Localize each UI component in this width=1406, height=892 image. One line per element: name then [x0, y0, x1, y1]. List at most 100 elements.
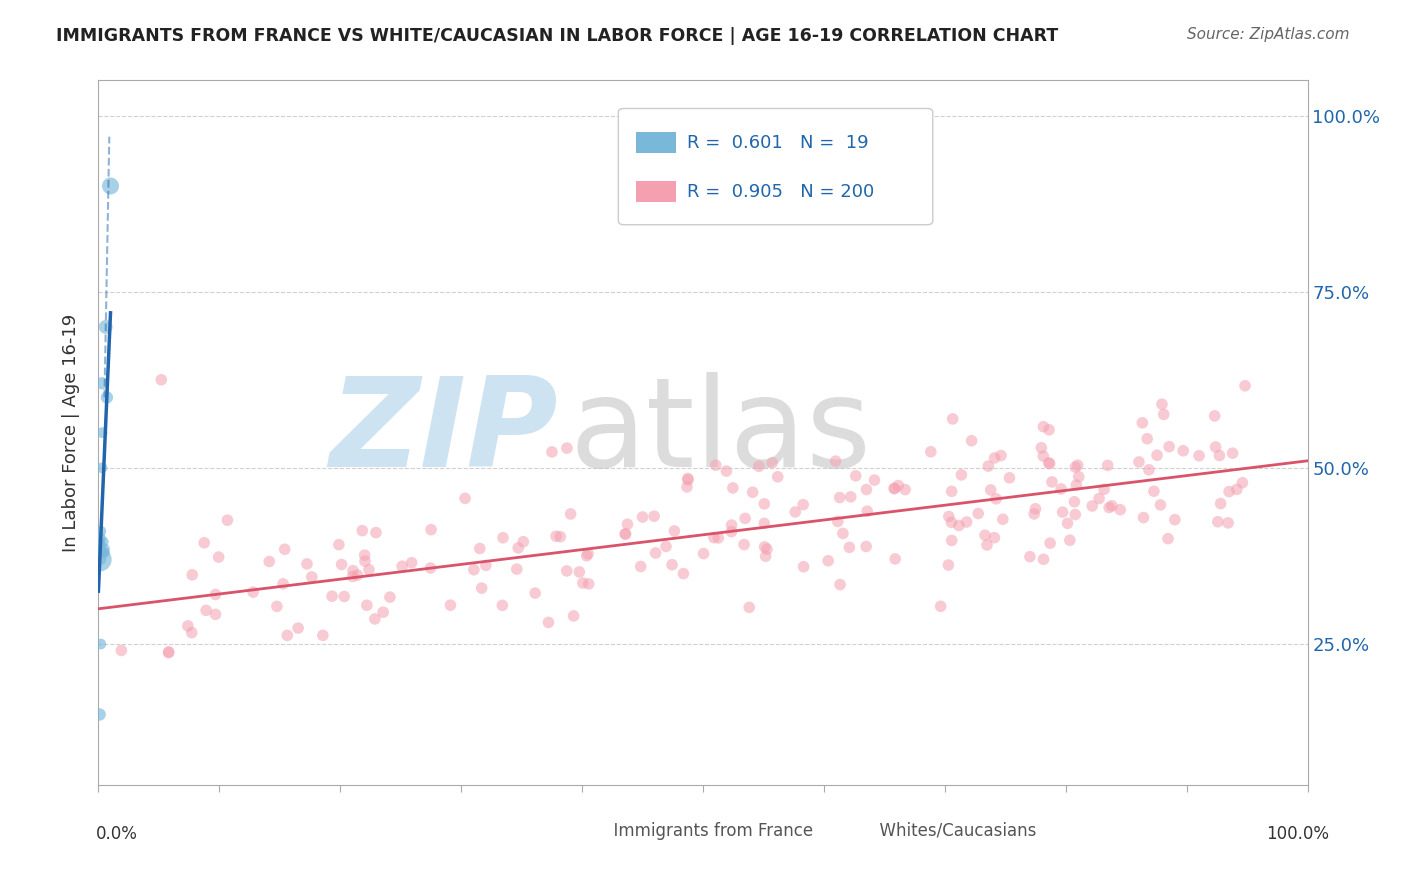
Point [855, 483, 877, 497]
Text: 0.0%: 0.0% [96, 825, 138, 843]
Point [354, 554, 377, 568]
Point [707, 531, 730, 545]
Text: R =  0.601   N =  19: R = 0.601 N = 19 [688, 134, 869, 152]
Point [929, 599, 952, 614]
Point [692, 547, 714, 561]
Point [578, 577, 600, 591]
Point [614, 527, 637, 541]
Point [266, 599, 288, 614]
Point [89, 532, 111, 546]
Point [748, 459, 770, 474]
Point [792, 498, 814, 512]
Point [208, 550, 231, 565]
Point [1092, 483, 1115, 497]
Point [766, 470, 789, 484]
Point [855, 540, 877, 554]
Point [524, 586, 547, 600]
Point [754, 516, 776, 531]
Point [720, 524, 742, 539]
Point [1164, 513, 1187, 527]
Point [90, 524, 112, 539]
Point [89, 552, 111, 566]
Point [883, 482, 905, 496]
Point [661, 558, 683, 572]
Point [738, 600, 761, 615]
Point [1067, 470, 1090, 484]
Point [157, 645, 180, 659]
Point [1067, 458, 1090, 473]
Point [576, 547, 599, 561]
Point [468, 541, 491, 556]
Point [1146, 448, 1168, 462]
Point [287, 621, 309, 635]
Point [755, 542, 778, 557]
Point [1150, 397, 1173, 411]
Point [1128, 455, 1150, 469]
Point [1222, 446, 1244, 460]
Point [942, 412, 965, 426]
Point [562, 608, 585, 623]
Point [920, 444, 942, 458]
Point [1218, 484, 1240, 499]
Bar [848, 821, 879, 840]
Point [1052, 505, 1074, 519]
Point [373, 605, 395, 619]
Point [643, 509, 665, 524]
Point [419, 561, 441, 575]
Point [1234, 378, 1257, 392]
Point [1024, 507, 1046, 521]
Point [1031, 441, 1053, 455]
Point [950, 467, 973, 482]
Point [983, 531, 1005, 545]
Point [550, 530, 572, 544]
Point [491, 599, 513, 613]
Point [1109, 502, 1132, 516]
Point [941, 516, 963, 530]
Point [887, 478, 910, 492]
Point [157, 646, 180, 660]
Point [676, 471, 699, 485]
Point [614, 527, 637, 541]
Point [91, 460, 114, 475]
Bar [637, 132, 676, 153]
Point [828, 577, 851, 591]
Point [273, 542, 295, 557]
Point [555, 564, 578, 578]
Point [1097, 458, 1119, 473]
Point [471, 581, 494, 595]
Y-axis label: In Labor Force | Age 16-19: In Labor Force | Age 16-19 [62, 313, 80, 552]
Point [342, 564, 364, 578]
Point [828, 491, 851, 505]
Point [544, 529, 567, 543]
Point [941, 484, 963, 499]
Point [204, 607, 226, 622]
Point [1059, 533, 1081, 548]
Point [998, 471, 1021, 485]
Point [960, 434, 983, 448]
Point [93, 541, 115, 556]
Point [1039, 457, 1062, 471]
Point [884, 552, 907, 566]
Point [110, 643, 132, 657]
Point [1232, 475, 1254, 490]
Point [703, 531, 725, 545]
Point [1040, 475, 1063, 489]
Point [420, 523, 443, 537]
Point [856, 504, 879, 518]
Text: atlas: atlas [569, 372, 872, 493]
Point [1064, 460, 1087, 475]
Bar [582, 821, 613, 840]
Point [328, 538, 350, 552]
Point [321, 589, 343, 603]
Point [364, 612, 387, 626]
Point [271, 577, 294, 591]
Point [1226, 483, 1249, 497]
Point [90, 552, 112, 566]
Text: ZIP: ZIP [329, 372, 558, 493]
Point [704, 458, 727, 472]
Point [1050, 482, 1073, 496]
Point [984, 491, 1007, 506]
Point [195, 603, 218, 617]
Point [1209, 497, 1232, 511]
Point [356, 599, 378, 613]
